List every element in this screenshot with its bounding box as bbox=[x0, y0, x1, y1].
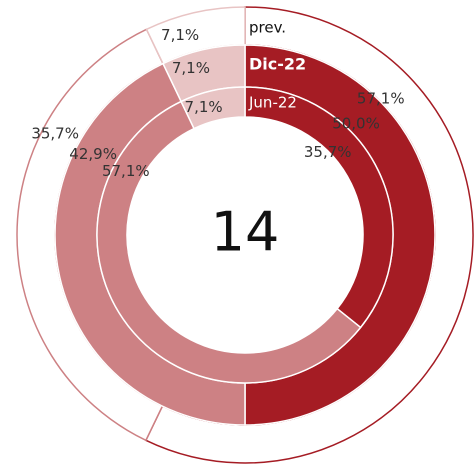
data-label: 7,1% bbox=[172, 59, 210, 77]
data-label: 7,1% bbox=[161, 26, 199, 44]
ring-name: Jun-22 bbox=[248, 94, 297, 112]
data-label: 35,7% bbox=[31, 125, 79, 143]
ring-name: prev. bbox=[249, 19, 286, 37]
data-label: 35,7% bbox=[304, 143, 352, 161]
data-label: 7,1% bbox=[185, 98, 223, 116]
data-label: 42,9% bbox=[69, 145, 117, 163]
donut-segment bbox=[96, 100, 362, 384]
data-label: 57,1% bbox=[102, 162, 150, 180]
data-label: 50,0% bbox=[332, 114, 380, 132]
donut-segment bbox=[180, 86, 246, 130]
ring-name: Dic-22 bbox=[249, 55, 306, 74]
data-label: 57,1% bbox=[357, 90, 405, 108]
center-label: 14 bbox=[211, 201, 280, 264]
